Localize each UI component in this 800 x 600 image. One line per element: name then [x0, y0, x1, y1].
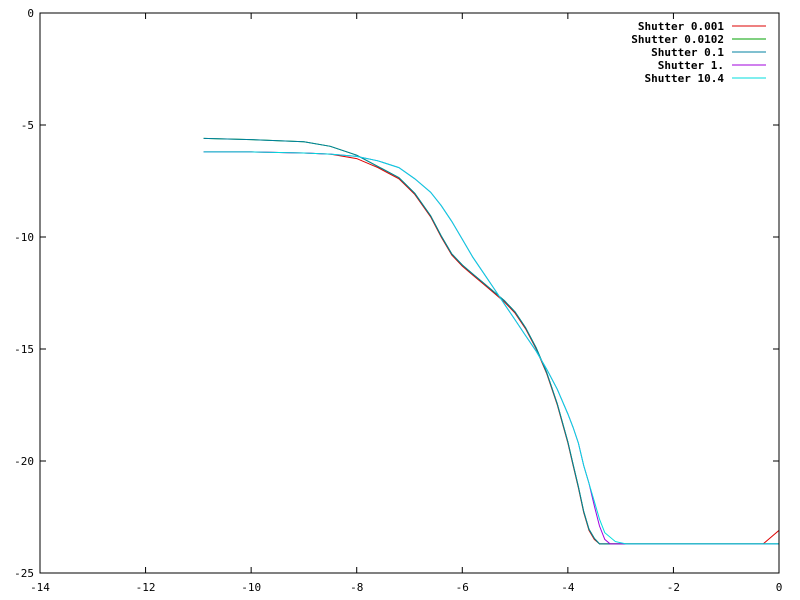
y-tick-label: -10	[14, 231, 34, 244]
y-tick-label: 0	[27, 7, 34, 20]
x-tick-label: -14	[30, 581, 50, 594]
legend-label: Shutter 0.0102	[631, 33, 724, 46]
series-line-2	[203, 137, 779, 545]
x-tick-label: -2	[667, 581, 680, 594]
y-tick-label: -15	[14, 343, 34, 356]
x-tick-label: -12	[136, 581, 156, 594]
series-layer	[203, 137, 780, 545]
series-line-5	[203, 151, 779, 545]
plot-frame	[39, 12, 780, 574]
y-tick-label: -25	[14, 567, 34, 580]
y-tick-label: -5	[21, 119, 34, 132]
y-tick-label: -20	[14, 455, 34, 468]
series-line-1	[203, 151, 780, 545]
legend-label: Shutter 0.001	[638, 20, 724, 33]
legend-label: Shutter 0.1	[651, 46, 724, 59]
x-axis: -14 -12 -10 -8 -6 -4 -2 0	[30, 13, 782, 594]
x-tick-label: 0	[776, 581, 783, 594]
x-tick-label: -8	[350, 581, 363, 594]
series-line-3	[203, 137, 779, 545]
x-tick-label: -10	[241, 581, 261, 594]
series-line-4	[203, 151, 779, 545]
legend-label: Shutter 1.	[658, 59, 724, 72]
x-tick-label: -4	[561, 581, 575, 594]
legend-label: Shutter 10.4	[645, 72, 725, 85]
x-tick-label: -6	[456, 581, 469, 594]
y-axis: 0 -5 -10 -15 -20 -25	[14, 7, 779, 580]
